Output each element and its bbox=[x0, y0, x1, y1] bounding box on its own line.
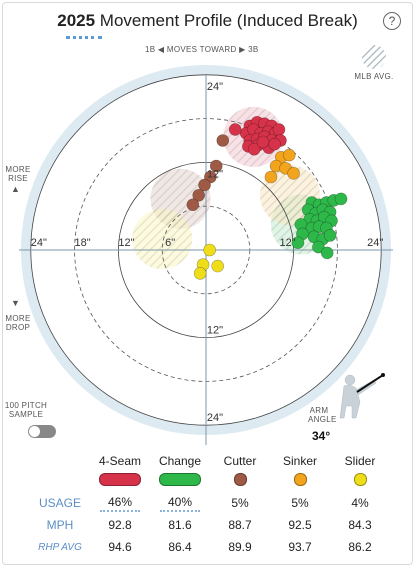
mph-slider: 84.3 bbox=[348, 518, 372, 532]
arm-angle-label: ARM ANGLE bbox=[308, 406, 337, 424]
chart-title: 2025 Movement Profile (Induced Break) bbox=[0, 11, 415, 31]
pitch-point bbox=[291, 236, 305, 249]
toggle-knob bbox=[29, 426, 40, 437]
year-dropdown-underline bbox=[66, 36, 102, 39]
pitch-color-row bbox=[30, 470, 390, 492]
title-year[interactable]: 2025 bbox=[57, 11, 96, 30]
rhp-avg-change: 86.4 bbox=[168, 540, 192, 554]
usage-sinker: 5% bbox=[291, 496, 309, 510]
rhp-avg-sinker: 93.7 bbox=[288, 540, 312, 554]
pitch-header-row: 4-Seam Change Cutter Sinker Slider bbox=[30, 452, 390, 470]
tick-label-x: 6" bbox=[165, 237, 175, 249]
mph-cutter: 88.7 bbox=[228, 518, 252, 532]
tick-label-x: 18" bbox=[75, 237, 91, 249]
pitch-point bbox=[268, 137, 281, 151]
title-text: Movement Profile (Induced Break) bbox=[99, 11, 358, 30]
series-sinker bbox=[264, 148, 300, 184]
tick-label-y: 24" bbox=[207, 81, 223, 93]
rhp-avg-slider: 86.2 bbox=[348, 540, 372, 554]
direction-1b: 1B bbox=[145, 45, 156, 54]
pitch-name-change: Change bbox=[158, 454, 202, 468]
pitcher-arm-angle-icon bbox=[339, 373, 385, 419]
pitch-point bbox=[192, 188, 205, 202]
usage-4seam: 46% bbox=[90, 492, 150, 514]
pill-4seam[interactable] bbox=[99, 473, 141, 486]
tick-label-x: 24" bbox=[367, 237, 383, 249]
pill-slider[interactable] bbox=[353, 473, 367, 486]
pill-change[interactable] bbox=[159, 473, 201, 486]
pitch-point bbox=[193, 267, 207, 280]
pitch-point bbox=[211, 259, 224, 273]
series-cutter bbox=[186, 134, 230, 212]
pitch-point bbox=[323, 229, 337, 242]
tick-label-x: 12" bbox=[280, 237, 296, 249]
pitch-point bbox=[334, 192, 348, 206]
pitch-point bbox=[198, 178, 211, 192]
direction-3b: 3B bbox=[248, 45, 259, 54]
tick-label-x: 24" bbox=[31, 237, 47, 249]
help-icon[interactable]: ? bbox=[383, 12, 401, 30]
pitch-point bbox=[272, 123, 286, 136]
mph-sinker: 92.5 bbox=[288, 518, 312, 532]
arm-angle-value: 34° bbox=[312, 429, 331, 443]
pitch-point bbox=[203, 243, 216, 257]
usage-change: 40% bbox=[150, 492, 210, 514]
pitch-point bbox=[264, 170, 278, 184]
pitch-point bbox=[209, 159, 223, 173]
pitch-point bbox=[228, 123, 242, 136]
pitch-point bbox=[247, 142, 261, 156]
pitch-name-slider: Slider bbox=[344, 454, 376, 468]
series-change bbox=[291, 192, 348, 260]
usage-row: USAGE 46% 40% 5% 5% 4% bbox=[30, 492, 390, 514]
pitch-name-4seam: 4-Seam bbox=[98, 454, 142, 468]
pitch-name-sinker: Sinker bbox=[282, 454, 317, 468]
mlb-average-label: MLB AVG. bbox=[354, 72, 394, 81]
rhp-avg-4seam: 94.6 bbox=[108, 540, 132, 554]
mph-label: MPH bbox=[46, 518, 74, 532]
usage-slider: 4% bbox=[351, 496, 369, 510]
pitch-sample-label: 100 PITCH SAMPLE bbox=[4, 401, 48, 419]
mlb-average-icon bbox=[362, 45, 386, 69]
tick-label-y: 24" bbox=[207, 412, 223, 424]
avg-zone-slider bbox=[132, 209, 193, 270]
pill-sinker[interactable] bbox=[293, 473, 307, 486]
tick-label-y: 12" bbox=[207, 325, 223, 337]
more-drop-label: MORE DROP bbox=[5, 314, 31, 332]
direction-label: 1B ◀ MOVES TOWARD ▶ 3B bbox=[145, 45, 259, 54]
tick-label-y: 12" bbox=[207, 168, 223, 180]
movement-plot: 24" 18" 12" 6" 12" 24" 24" 12" 12" 24" bbox=[19, 65, 393, 445]
pitch-point bbox=[186, 198, 200, 212]
mph-row: MPH 92.8 81.6 88.7 92.5 84.3 bbox=[30, 514, 390, 536]
up-arrow-icon: ▲ bbox=[11, 184, 21, 194]
series-4-seam bbox=[228, 115, 287, 156]
pitch-point bbox=[256, 135, 270, 149]
mph-change: 81.6 bbox=[168, 518, 192, 532]
pitch-point bbox=[312, 240, 325, 254]
pitch-sample-toggle[interactable] bbox=[28, 425, 56, 438]
pitch-point bbox=[216, 134, 230, 147]
direction-text: MOVES TOWARD bbox=[166, 45, 237, 54]
pitch-point bbox=[287, 167, 300, 180]
mph-4seam: 92.8 bbox=[108, 518, 132, 532]
series-slider bbox=[193, 243, 224, 280]
rhp-avg-cutter: 89.9 bbox=[228, 540, 252, 554]
usage-cutter: 5% bbox=[231, 496, 249, 510]
usage-label: USAGE bbox=[38, 496, 81, 510]
tick-label-x: 12" bbox=[118, 237, 134, 249]
pitch-stats-table: 4-Seam Change Cutter Sinker Slider USAGE… bbox=[30, 452, 390, 558]
avg-zone-hatch bbox=[132, 209, 193, 270]
pill-cutter[interactable] bbox=[233, 473, 247, 486]
pitch-point bbox=[282, 148, 296, 162]
pitch-name-cutter: Cutter bbox=[223, 454, 257, 468]
rhp-avg-row: RHP AVG 94.6 86.4 89.9 93.7 86.2 bbox=[30, 536, 390, 558]
down-arrow-icon: ▼ bbox=[11, 298, 21, 308]
pitch-point bbox=[320, 246, 334, 260]
more-rise-label: MORE RISE bbox=[5, 165, 31, 183]
rhp-avg-label: RHP AVG bbox=[38, 541, 82, 553]
